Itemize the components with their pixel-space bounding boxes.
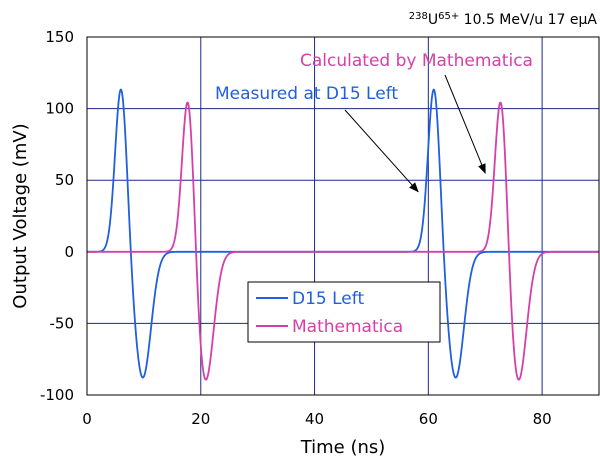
x-axis-title: Time (ns) bbox=[300, 437, 386, 458]
legend-box bbox=[247, 281, 441, 343]
x-tick-label: 20 bbox=[191, 410, 210, 428]
y-tick-label: -50 bbox=[50, 314, 75, 332]
annotations: Measured at D15 Left Calculated by Mathem… bbox=[215, 51, 533, 193]
header-mu: μ bbox=[579, 12, 588, 28]
legend-label-d15-left: D15 Left bbox=[292, 289, 364, 309]
plot-frame bbox=[86, 36, 600, 396]
y-axis-title: Output Voltage (mV) bbox=[10, 123, 31, 308]
x-tick-labels: 0 20 40 60 80 bbox=[82, 410, 551, 428]
header-mass-number: 238 bbox=[409, 11, 428, 22]
x-tick-label: 80 bbox=[533, 410, 552, 428]
annotation-calculated: Calculated by Mathematica bbox=[300, 51, 533, 71]
header-energy: 10.5 MeV/u 17 e bbox=[459, 12, 578, 28]
x-tick-label: 0 bbox=[82, 410, 92, 428]
y-tick-labels: 150 100 50 0 -50 -100 bbox=[40, 28, 74, 404]
y-tick-label: 50 bbox=[55, 171, 74, 189]
y-tick-label: -100 bbox=[40, 386, 74, 404]
header-charge-state: 65+ bbox=[438, 11, 459, 22]
header-element: U bbox=[428, 12, 438, 28]
y-tick-label: 150 bbox=[45, 28, 74, 46]
annotation-arrow-calculated bbox=[444, 74, 486, 174]
header-unit: A bbox=[587, 12, 597, 28]
y-tick-label: 0 bbox=[64, 243, 74, 261]
legend-label-mathematica: Mathematica bbox=[292, 317, 403, 337]
series-line-mathematica bbox=[87, 101, 599, 381]
x-tick-label: 40 bbox=[305, 410, 324, 428]
annotation-measured: Measured at D15 Left bbox=[215, 84, 398, 104]
x-tick-label: 60 bbox=[419, 410, 438, 428]
legend: D15 Left Mathematica bbox=[247, 281, 441, 343]
beam-header: 238U65+ 10.5 MeV/u 17 eμA bbox=[409, 11, 598, 29]
series-group bbox=[87, 88, 599, 381]
annotation-arrow-measured bbox=[344, 109, 419, 193]
y-tick-label: 100 bbox=[45, 100, 74, 118]
